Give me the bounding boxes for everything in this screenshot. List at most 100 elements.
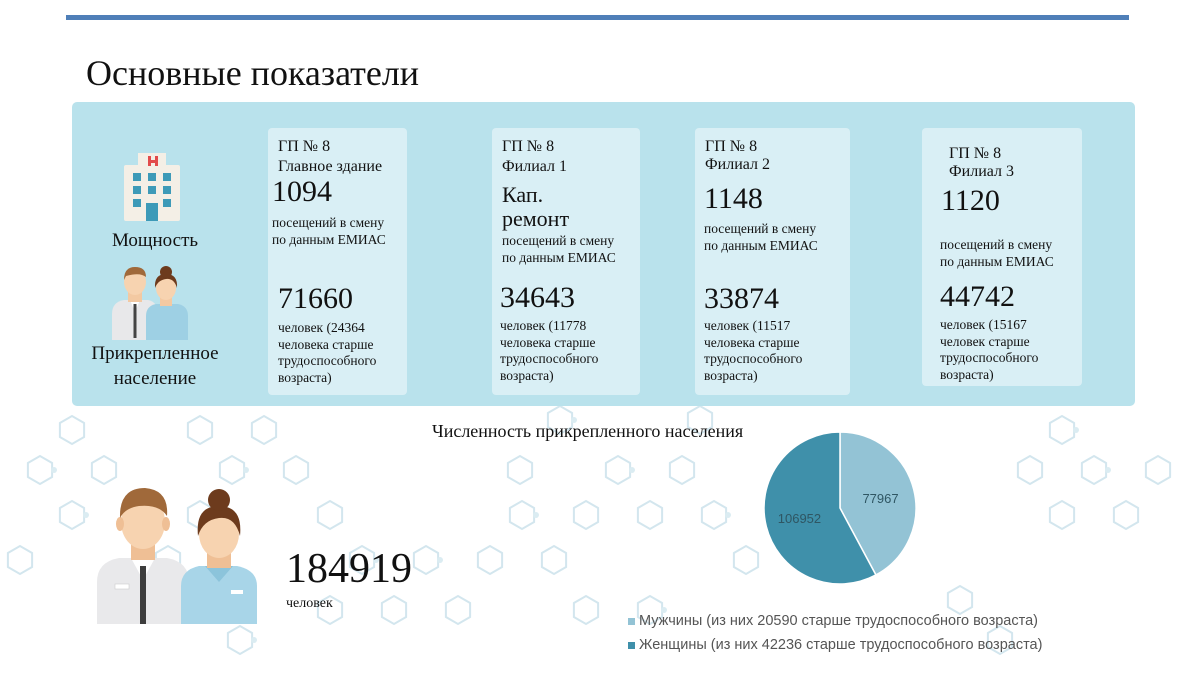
visits-note-line2: по данным ЕМИАС [272,231,386,247]
visits-note-line2: по данным ЕМИАС [502,249,616,265]
visits-value: 1148 [704,182,763,215]
card-name-line2: Филиал 1 [502,158,567,175]
hexagon-decoration [686,404,714,436]
visits-note: посещений в смену по данным ЕМИАС [502,233,616,266]
population-note-line2: человека старше [500,334,596,350]
visits-value: 1120 [941,184,1000,217]
card-name-line2: Главное здание [278,158,383,175]
card-name-line1: ГП № 8 [949,145,1002,162]
visits-value: 1094 [272,175,332,208]
visits-note: посещений в смену по данным ЕМИАС [704,221,818,254]
hexagon-decoration [1048,414,1076,446]
visits-note-line1: посещений в смену [704,221,817,236]
hexagon-decoration [604,454,632,486]
hexagon-decoration [572,499,600,531]
people-icon [112,266,188,340]
population-note-line1: человек (24364 [278,320,365,335]
hexagon-decoration [26,454,54,486]
hexagon-node [51,467,57,473]
hexagon-decoration [572,594,600,626]
hexagon-decoration [316,499,344,531]
hexagon-node [533,512,539,518]
top-accent-rule [66,15,1129,20]
card-branch-2: ГП № 8 Филиал 2 1148 посещений в смену п… [695,128,850,395]
hexagon-decoration [226,624,254,656]
population-note-line4: возраста) [940,366,994,382]
hexagon-node [725,512,731,518]
hexagon-decoration [946,584,974,616]
legend-swatch-men [628,617,635,625]
visits-note-line1: посещений в смену [272,215,385,230]
population-note-line3: трудоспособного [704,351,803,366]
card-name-line2: Филиал 3 [949,163,1014,180]
population-note-line2: человека старше [278,336,374,352]
population-note-line1: человек (11778 [500,318,587,333]
population-note-line4: возраста) [500,367,554,383]
hexagon-decoration [476,544,504,576]
visits-note-line1: посещений в смену [940,237,1053,252]
hexagon-decoration [348,544,376,576]
hexagon-decoration [90,454,118,486]
population-note-line3: трудоспособного [940,350,1039,365]
hexagon-decoration [540,544,568,576]
population-note: человек (15167 человек старше трудоспосо… [940,317,1038,383]
visits-note: посещений в смену по данным ЕМИАС [940,237,1054,270]
hexagon-node [571,417,577,423]
hexagon-decoration [282,454,310,486]
hexagon-node [437,557,443,563]
pie-slice-men [839,431,917,576]
hexagon-decoration [1112,499,1140,531]
visits-note: посещений в смену по данным ЕМИАС [272,215,386,248]
hexagon-decoration [546,404,574,436]
population-value: 44742 [940,280,1015,313]
hexagon-decoration [732,544,760,576]
hexagon-decoration [6,544,34,576]
chart-title: Численность прикрепленного населения [432,421,744,441]
hexagon-decoration [508,499,536,531]
page-title: Основные показатели [86,53,420,93]
pie-slice-women [763,431,877,585]
population-label-line1: Прикрепленное [91,343,219,364]
population-pie-chart: 77967 106952 [763,431,917,585]
card-branch-3: ГП № 8 Филиал 3 1120 посещений в смену п… [922,128,1082,386]
visits-note-line2: по данным ЕМИАС [940,253,1054,269]
card-name-line1: ГП № 8 [705,138,758,155]
hexagon-decoration [668,454,696,486]
hexagon-decoration [506,454,534,486]
population-note: человек (11778 человека старше трудоспос… [500,318,598,384]
visits-note-line1: посещений в смену [502,233,615,248]
visits-status-line1: Кап. [502,182,544,207]
hexagon-decoration [316,594,344,626]
people-icon-large [97,488,257,624]
card-name-line1: ГП № 8 [278,138,331,155]
population-note-line3: трудоспособного [278,353,377,368]
hexagon-decoration [636,594,664,626]
population-note-line4: возраста) [278,369,332,385]
hexagon-decoration [380,594,408,626]
hexagon-decoration [186,414,214,446]
card-main-building: ГП № 8 Главное здание 1094 посещений в с… [268,128,407,395]
legend-label-women: Женщины (из них 42236 старше трудоспособ… [639,637,1043,653]
hospital-icon [124,153,180,221]
hexagon-decoration [58,414,86,446]
hexagon-node [251,637,257,643]
population-note-line2: человека старше [704,334,800,350]
legend-swatch-women [628,641,635,649]
population-note-line4: возраста) [704,367,758,383]
legend-item-men: Мужчины (из них 20590 старше трудоспособ… [628,613,1038,629]
hexagon-decoration [444,594,472,626]
visits-note-line2: по данным ЕМИАС [704,237,818,253]
hexagon-decoration [1016,454,1044,486]
hexagon-decoration [58,499,86,531]
population-note-line1: человек (11517 [704,318,791,333]
hexagon-decoration [636,499,664,531]
hexagon-node [1073,427,1079,433]
capacity-label: Мощность [111,230,199,251]
hexagon-node [83,512,89,518]
card-name-line1: ГП № 8 [502,138,555,155]
card-branch-1: ГП № 8 Филиал 1 Кап. ремонт посещений в … [492,128,640,395]
hexagon-decoration [700,499,728,531]
visits-status-line2: ремонт [502,206,570,231]
total-population-value: 184919 [286,546,412,592]
